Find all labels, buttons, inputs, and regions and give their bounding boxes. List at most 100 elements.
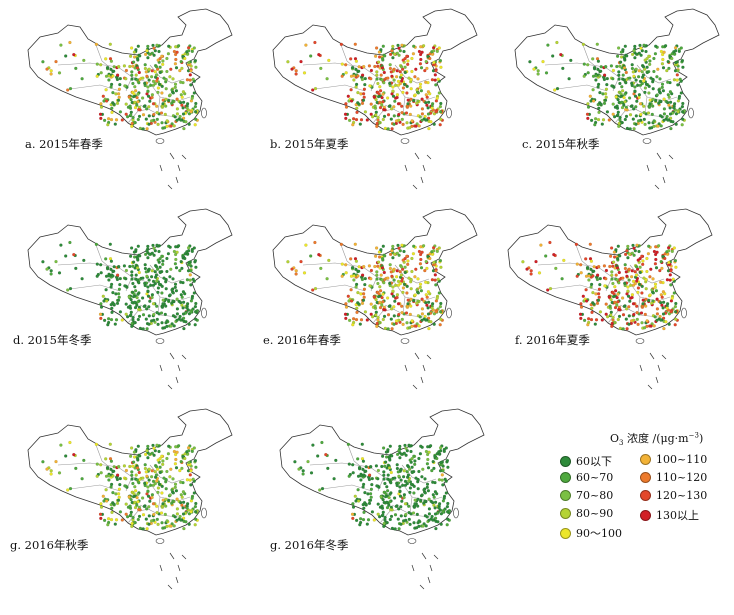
province-boundary	[618, 76, 648, 114]
station-dot	[590, 306, 594, 310]
station-dot	[64, 254, 68, 258]
station-dot	[395, 95, 399, 100]
station-dot	[672, 246, 676, 250]
station-dot	[394, 319, 399, 323]
station-dot	[185, 478, 190, 482]
station-dot	[673, 323, 677, 327]
station-dot	[154, 265, 159, 269]
station-dot	[370, 482, 374, 487]
station-dot	[619, 50, 624, 54]
station-dot	[122, 464, 127, 468]
station-dot	[445, 504, 450, 509]
station-dot	[185, 278, 190, 282]
station-dot	[152, 112, 156, 117]
south-sea-dash	[412, 384, 418, 390]
station-dot	[166, 52, 171, 56]
station-dot	[356, 488, 360, 492]
station-dot	[149, 119, 154, 123]
station-dot	[188, 478, 192, 482]
station-dot	[411, 252, 416, 256]
station-dot	[669, 269, 673, 273]
station-dot	[670, 56, 674, 61]
station-dot	[157, 449, 161, 454]
station-dot	[181, 254, 185, 259]
station-dot	[306, 459, 310, 464]
station-dot	[154, 73, 159, 77]
station-dot	[382, 314, 387, 319]
station-dot	[391, 56, 395, 60]
station-dot	[124, 112, 128, 116]
station-dot	[169, 124, 173, 128]
station-dot	[145, 127, 149, 131]
station-dot	[614, 273, 618, 277]
station-dot	[399, 514, 403, 518]
station-dot	[657, 88, 661, 92]
station-dot	[391, 256, 395, 260]
station-dot	[382, 470, 386, 474]
station-dot	[575, 274, 579, 278]
station-dot	[383, 481, 387, 486]
station-dot	[109, 117, 114, 122]
station-dot	[593, 123, 597, 127]
station-dot	[147, 478, 151, 482]
station-dot	[104, 299, 109, 303]
station-dot	[112, 265, 116, 269]
station-dot	[112, 469, 116, 473]
south-sea-dash	[422, 164, 426, 172]
south-sea-dash	[655, 376, 659, 384]
station-dot	[391, 94, 396, 98]
station-dot	[187, 260, 191, 265]
station-dot	[662, 112, 667, 116]
station-dot	[309, 254, 313, 258]
station-dot	[381, 244, 385, 248]
station-dot	[437, 46, 441, 50]
station-dot	[41, 460, 45, 464]
station-dot	[616, 317, 620, 322]
station-dot	[344, 105, 349, 109]
station-dot	[642, 326, 647, 330]
station-dot	[417, 519, 421, 523]
station-dot	[585, 112, 590, 116]
station-dot	[624, 270, 628, 274]
station-dot	[112, 102, 116, 106]
station-dot	[294, 272, 298, 276]
station-dot	[109, 82, 114, 87]
station-dot	[426, 54, 430, 59]
station-dot	[357, 69, 361, 73]
station-dot	[647, 244, 651, 248]
station-dot	[137, 507, 141, 512]
station-dot	[441, 510, 445, 514]
station-dot	[49, 72, 53, 76]
station-dot	[135, 66, 140, 70]
station-dot	[101, 294, 105, 298]
station-dot	[72, 252, 76, 257]
station-dot	[160, 321, 164, 325]
station-dot	[107, 278, 111, 282]
station-dot	[171, 77, 175, 81]
station-dot	[406, 59, 410, 63]
station-dot	[668, 112, 673, 116]
station-dot	[143, 463, 147, 467]
station-dot	[616, 97, 620, 102]
station-dot	[351, 117, 356, 121]
station-dot	[666, 246, 671, 250]
station-dot	[45, 467, 49, 471]
station-dot	[667, 103, 671, 107]
station-dot	[589, 259, 594, 263]
station-dot	[362, 64, 366, 69]
station-dot	[645, 319, 649, 323]
station-dot	[642, 104, 646, 108]
station-dot	[655, 307, 660, 311]
station-dot	[124, 502, 128, 506]
station-dot	[416, 91, 420, 95]
station-dot	[434, 110, 438, 114]
station-dot	[175, 112, 180, 116]
station-dot	[188, 73, 192, 77]
station-dot	[391, 85, 395, 89]
station-dot	[613, 305, 618, 310]
station-dot	[102, 118, 107, 123]
station-dot	[111, 490, 115, 495]
station-dot	[414, 526, 419, 530]
china-map-f	[507, 208, 713, 390]
station-dot	[599, 65, 603, 69]
